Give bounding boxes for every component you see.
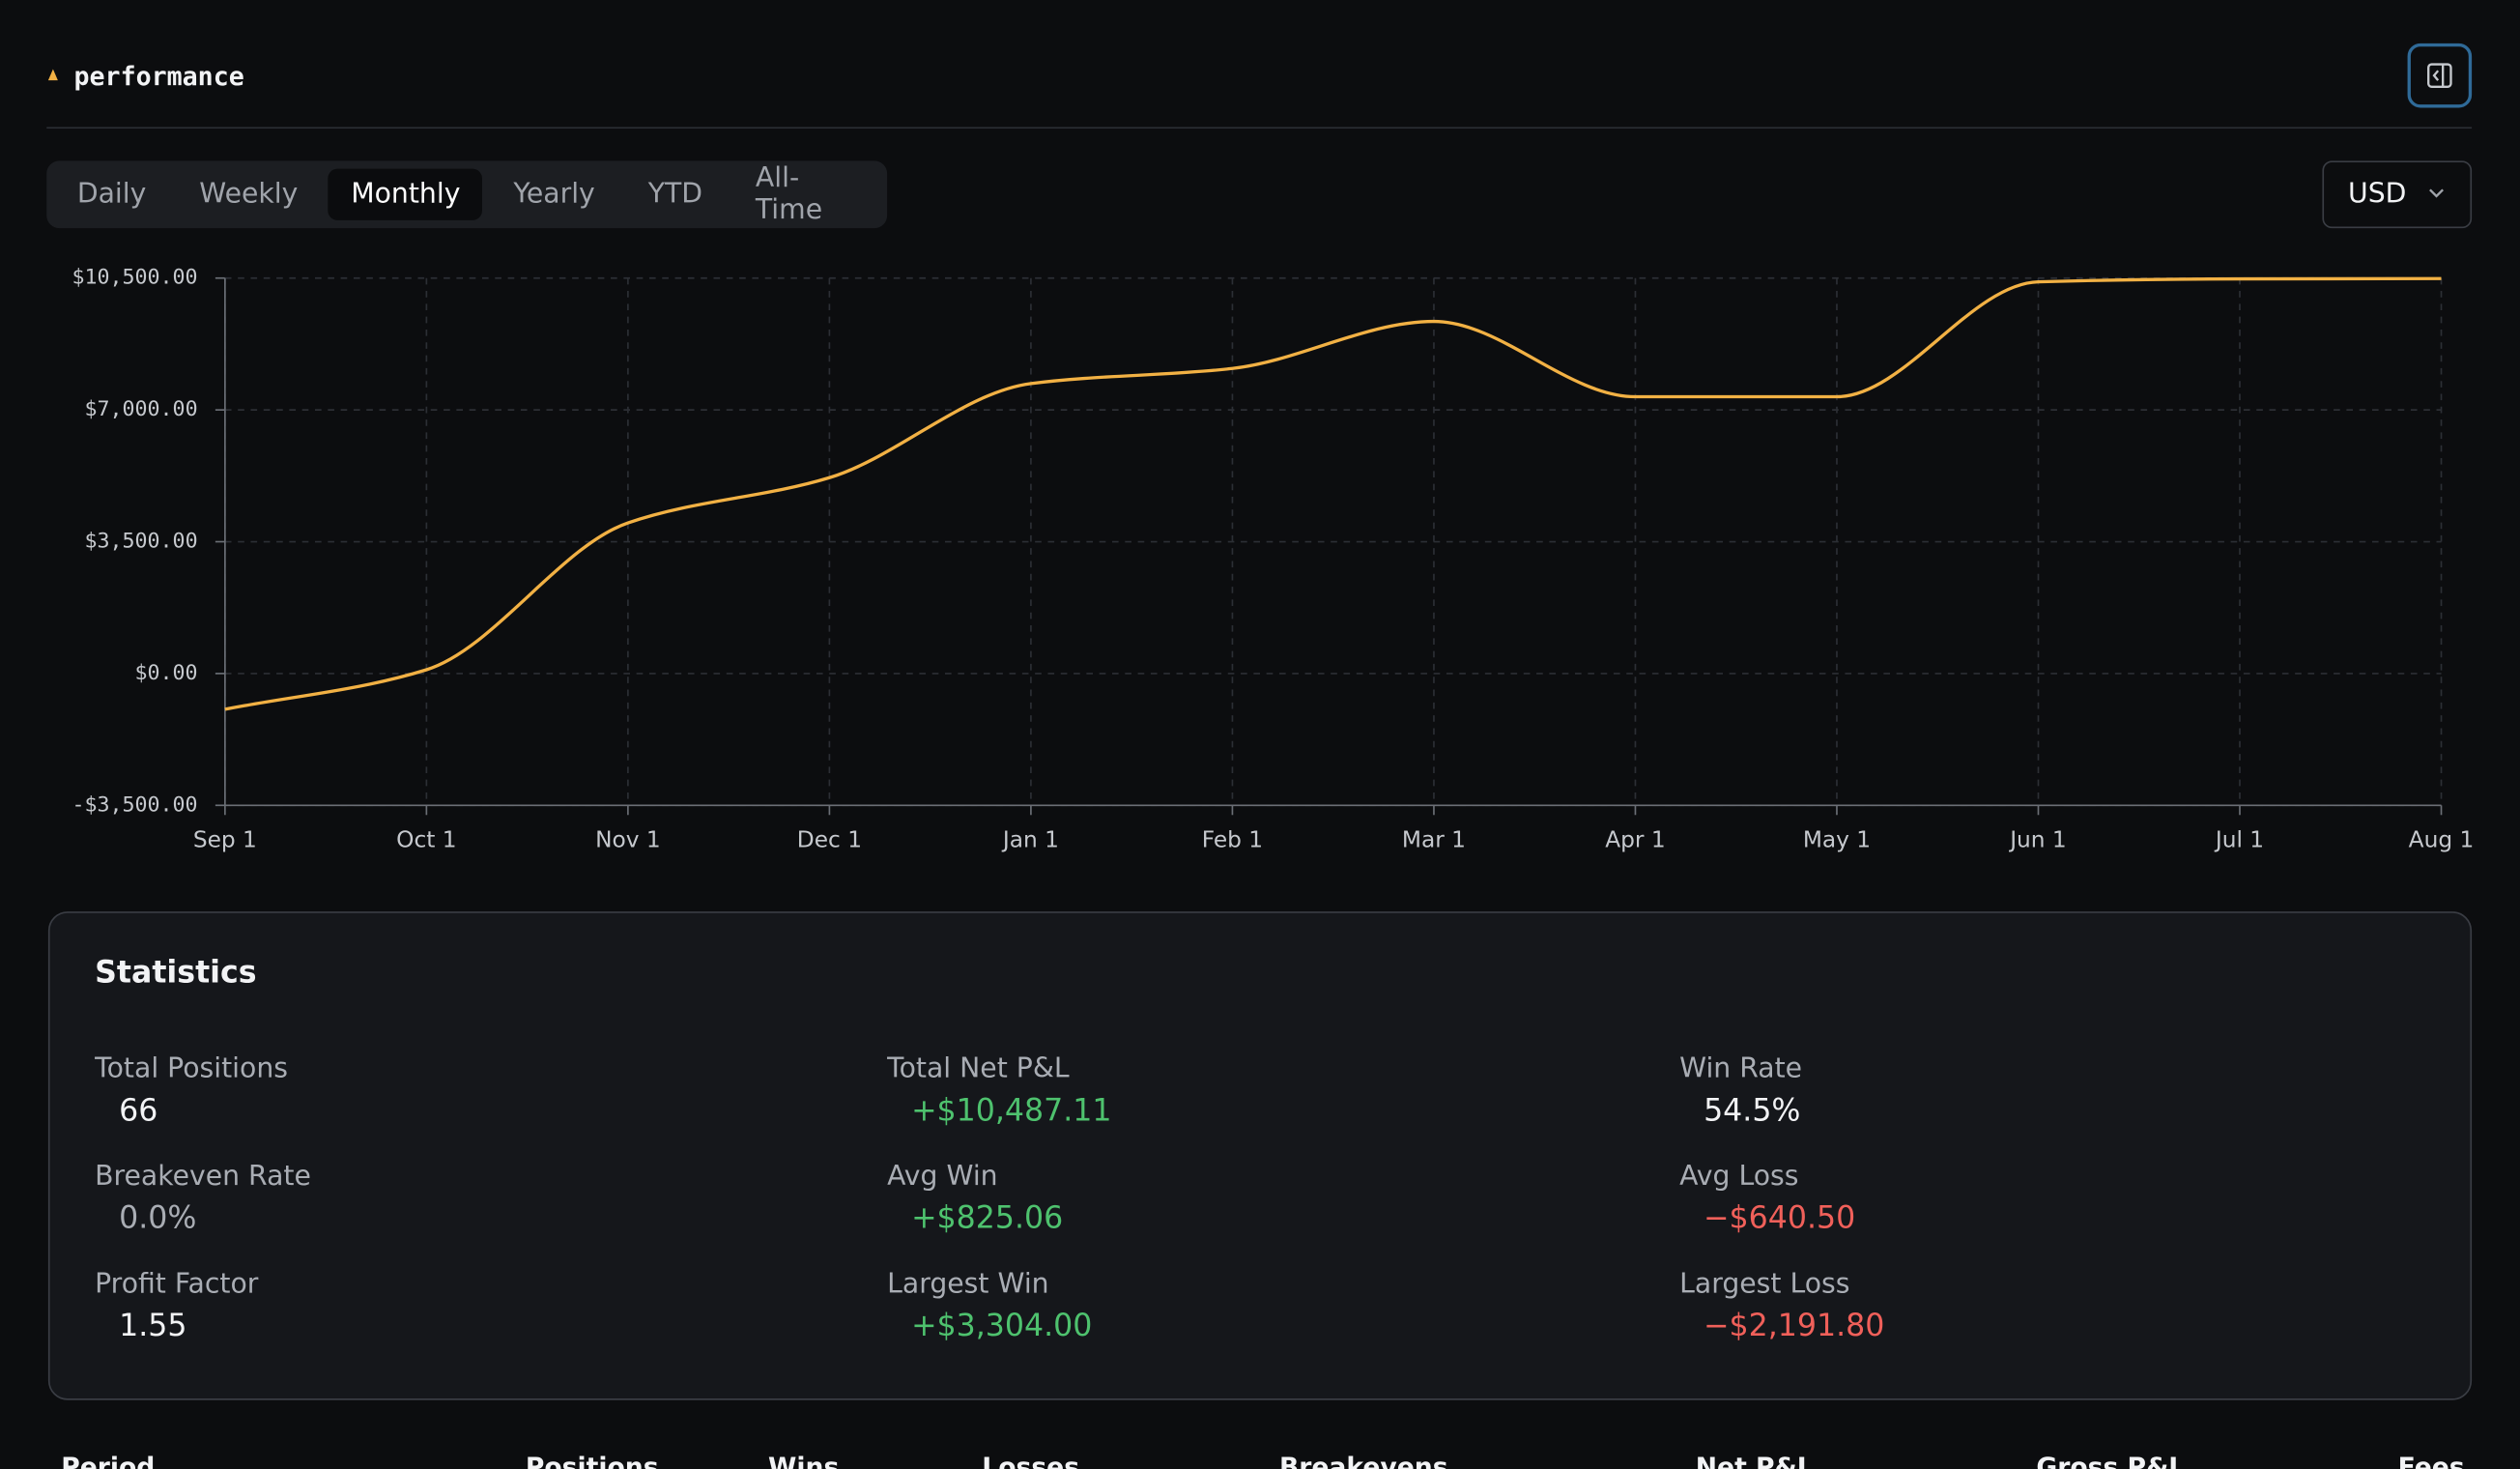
range-tab[interactable]: All-Time [755, 161, 823, 227]
stat-value: 1.55 [119, 1308, 187, 1344]
stat-value: 54.5% [1704, 1093, 1801, 1129]
stat-label: Avg Loss [1679, 1160, 1799, 1194]
x-tick-label: Aug 1 [2409, 826, 2475, 852]
stat-value: −$640.50 [1704, 1200, 1856, 1237]
pnl-line [224, 276, 2442, 711]
column-header[interactable]: Losses [982, 1451, 1080, 1469]
toggle-icon [2427, 63, 2452, 88]
section-title: performance [73, 61, 244, 92]
stat-label: Largest Win [887, 1268, 1049, 1301]
column-header[interactable]: Fees [2397, 1451, 2465, 1469]
stat-value: +$825.06 [911, 1200, 1064, 1237]
stat-value: 66 [119, 1093, 158, 1129]
stat-label: Profit Factor [95, 1268, 259, 1301]
y-tick-label: $0.00 [135, 661, 198, 685]
range-tabs: Daily Weekly Monthly Yearly YTD All-Time [46, 160, 888, 229]
stat-value: +$3,304.00 [911, 1308, 1093, 1344]
stat-label: Total Net P&L [887, 1052, 1070, 1085]
chevron [2429, 188, 2445, 198]
column-header[interactable]: Net P&L [1695, 1451, 1814, 1469]
y-tick-label: $10,500.00 [72, 266, 197, 290]
column-header[interactable]: Breakevens [1278, 1451, 1448, 1469]
range-tab[interactable]: YTD [647, 178, 703, 211]
x-tick-label: Apr 1 [1605, 826, 1665, 852]
y-tick-label: $3,500.00 [84, 530, 197, 554]
x-tick-label: Dec 1 [797, 826, 862, 852]
stat-label: Breakeven Rate [95, 1160, 311, 1194]
x-tick-label: Jan 1 [1001, 826, 1059, 852]
stat-label: Total Positions [95, 1052, 288, 1085]
column-header[interactable]: Period [61, 1451, 156, 1469]
x-tick-label: Jul 1 [2214, 826, 2264, 852]
statistics-title: Statistics [95, 954, 257, 991]
currency-label: USD [2348, 178, 2407, 211]
stat-value: −$2,191.80 [1704, 1308, 1885, 1344]
range-tab[interactable]: Weekly [199, 178, 299, 211]
stat-label: Win Rate [1679, 1052, 1803, 1085]
stat-value: +$10,487.11 [911, 1093, 1112, 1129]
column-header[interactable]: Gross P&L [2036, 1451, 2186, 1469]
statistics-card [47, 911, 2473, 1400]
range-tab[interactable]: Yearly [513, 178, 595, 211]
x-tick-label: Mar 1 [1402, 826, 1466, 852]
stat-label: Avg Win [887, 1160, 998, 1194]
y-tick-label: -$3,500.00 [72, 792, 197, 817]
column-header[interactable]: Positions [525, 1451, 659, 1469]
stat-label: Largest Loss [1679, 1268, 1850, 1301]
chart: -$3,500.00 $0.00 $3,500.00 $7,000.00 $10,500… [72, 266, 2475, 853]
range-tab[interactable]: Monthly [328, 168, 483, 220]
y-tick-label: $7,000.00 [84, 397, 197, 421]
x-tick-label: Jun 1 [2008, 826, 2067, 852]
range-tab[interactable]: Daily [76, 178, 147, 211]
x-tick-label: Oct 1 [396, 826, 456, 852]
sidebar-toggle[interactable] [2407, 43, 2473, 108]
column-header[interactable]: Wins [768, 1451, 840, 1469]
x-tick-label: Feb 1 [1202, 826, 1263, 852]
x-tick-label: Sep 1 [193, 826, 257, 852]
collapse-caret[interactable] [47, 69, 58, 81]
x-tick-label: May 1 [1803, 826, 1871, 852]
currency-select[interactable]: USD [2322, 160, 2473, 229]
divider [46, 127, 2473, 130]
x-tick-label: Nov 1 [595, 826, 661, 852]
stat-value: 0.0% [119, 1200, 197, 1237]
